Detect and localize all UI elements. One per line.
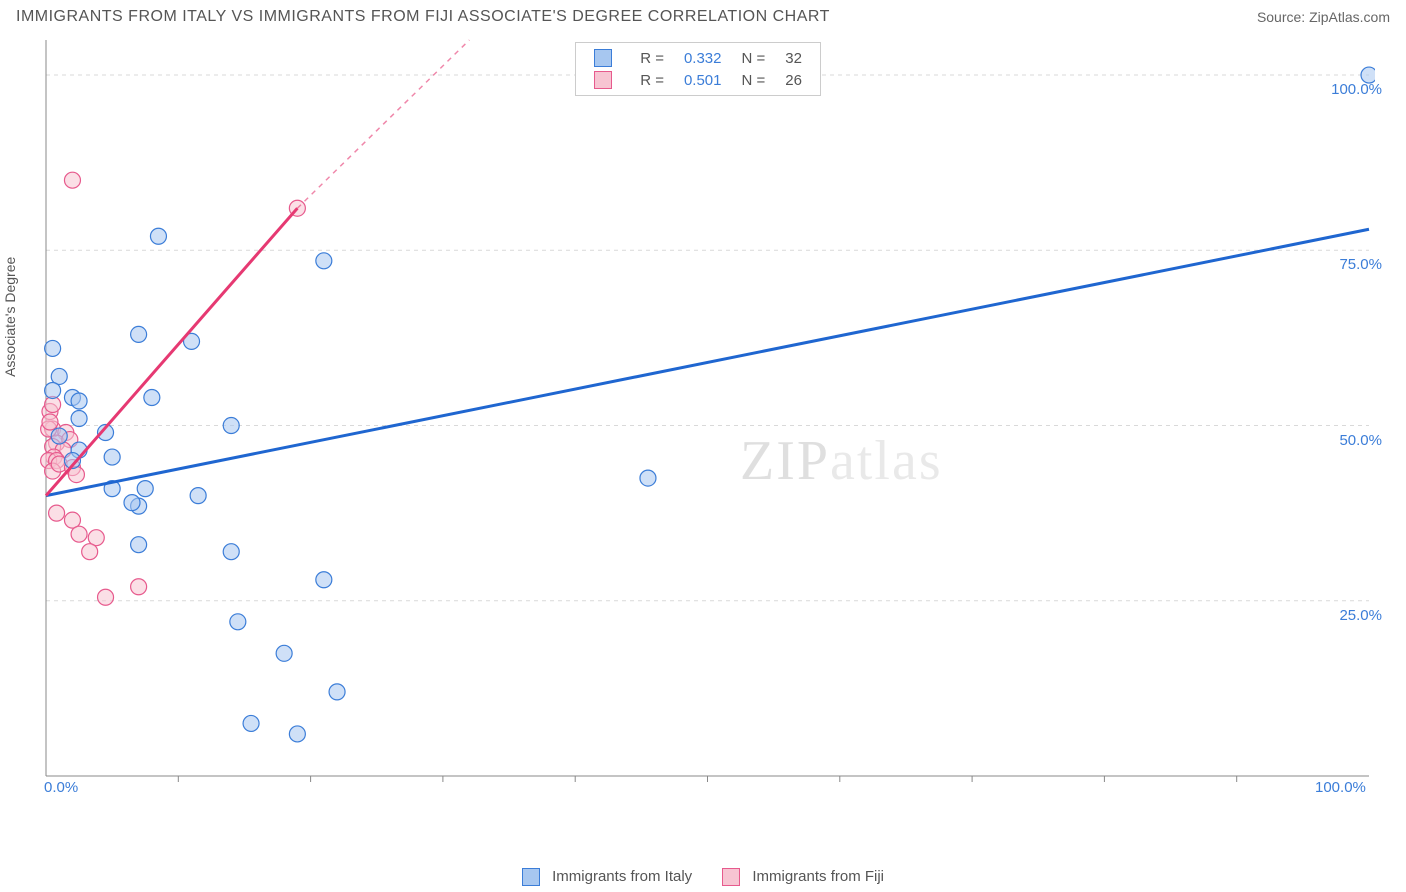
y-axis-tick-label: 100.0%: [1322, 81, 1382, 98]
x-axis-min-label: 0.0%: [44, 779, 78, 796]
legend-swatch: [594, 71, 612, 89]
y-axis-label: Associate's Degree: [2, 257, 18, 377]
series-legend: Immigrants from Italy Immigrants from Fi…: [0, 868, 1406, 886]
correlation-legend: R =0.332N =32 R =0.501N =26: [575, 42, 821, 96]
source-attribution: Source: ZipAtlas.com: [1257, 9, 1390, 25]
legend-label-italy: Immigrants from Italy: [552, 868, 692, 885]
correlation-chart: Associate's Degree ZIPatlas R =0.332N =3…: [40, 34, 1390, 824]
legend-r-value: 0.332: [674, 47, 732, 69]
legend-r-label: R =: [630, 69, 674, 91]
legend-swatch: [594, 49, 612, 67]
y-axis-tick-label: 50.0%: [1322, 432, 1382, 449]
legend-swatch-italy: [522, 868, 540, 886]
legend-n-label: N =: [732, 47, 776, 69]
legend-swatch-fiji: [722, 868, 740, 886]
legend-n-label: N =: [732, 69, 776, 91]
y-axis-tick-label: 25.0%: [1322, 607, 1382, 624]
legend-n-value: 32: [775, 47, 812, 69]
legend-r-label: R =: [630, 47, 674, 69]
scatter-plot-svg: [40, 34, 1375, 794]
page-title: IMMIGRANTS FROM ITALY VS IMMIGRANTS FROM…: [16, 8, 830, 26]
legend-label-fiji: Immigrants from Fiji: [752, 868, 884, 885]
legend-item-italy: Immigrants from Italy: [522, 868, 692, 886]
legend-n-value: 26: [775, 69, 812, 91]
legend-item-fiji: Immigrants from Fiji: [722, 868, 884, 886]
y-axis-tick-label: 75.0%: [1322, 256, 1382, 273]
x-axis-max-label: 100.0%: [1315, 779, 1366, 796]
legend-r-value: 0.501: [674, 69, 732, 91]
